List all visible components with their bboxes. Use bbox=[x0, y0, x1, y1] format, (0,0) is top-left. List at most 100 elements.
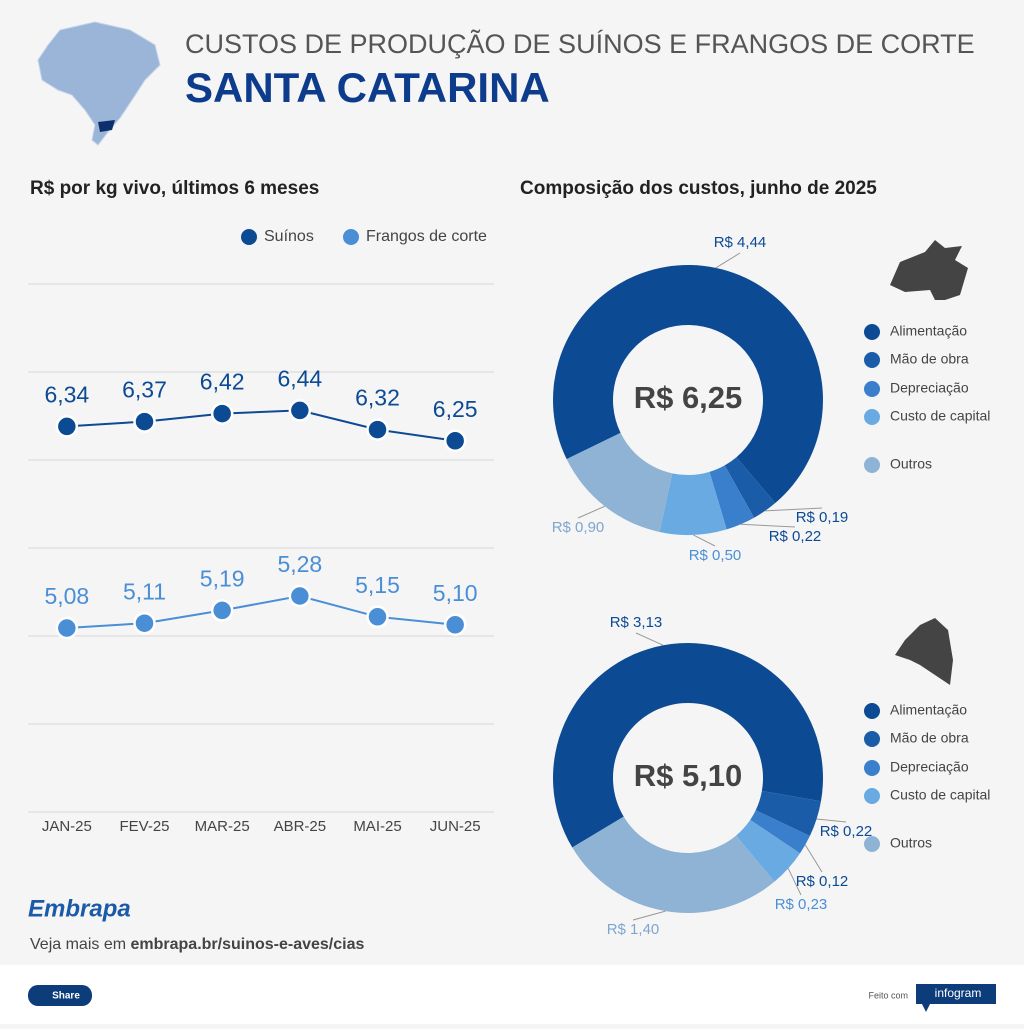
legend-label: Custo de capital bbox=[890, 787, 990, 803]
slice-label: R$ 0,19 bbox=[796, 509, 849, 526]
leader-line bbox=[715, 252, 741, 269]
legend-label: Alimentação bbox=[890, 323, 967, 339]
legend-marker bbox=[864, 352, 880, 368]
donut-slice bbox=[709, 465, 755, 530]
legend-label: Frangos de corte bbox=[366, 228, 487, 245]
legend-marker bbox=[864, 381, 880, 397]
legend-label: Mão de obra bbox=[890, 730, 969, 746]
data-label: 5,19 bbox=[200, 565, 245, 591]
background bbox=[0, 0, 1024, 965]
legend-marker bbox=[864, 457, 880, 473]
data-point bbox=[55, 415, 79, 438]
legend-label: Depreciação bbox=[890, 380, 969, 396]
x-tick-label: JUN-25 bbox=[430, 818, 481, 835]
made-with: Feito com bbox=[868, 990, 908, 1000]
map-state bbox=[98, 120, 115, 132]
brand-badge[interactable] bbox=[916, 984, 996, 1012]
x-tick-label: FEV-25 bbox=[119, 818, 169, 835]
series-line bbox=[66, 409, 456, 442]
x-tick-label: ABR-25 bbox=[274, 818, 327, 835]
center-label: R$ 6,25 bbox=[634, 380, 743, 415]
data-point bbox=[288, 399, 312, 422]
leader-line bbox=[635, 632, 664, 646]
slice-label: R$ 0,90 bbox=[552, 519, 605, 536]
slice-label: R$ 0,50 bbox=[689, 547, 742, 564]
bottom-bar bbox=[0, 965, 1024, 1024]
x-tick-label: MAI-25 bbox=[353, 818, 401, 835]
slice-label: R$ 0,22 bbox=[769, 528, 822, 545]
footer-note: Veja mais em embrapa.br/suinos-e-aves/ci… bbox=[30, 936, 364, 953]
chart-title: Composição dos custos, junho de 2025 bbox=[520, 178, 877, 199]
footer-link[interactable]: embrapa.br/suinos-e-aves/cias bbox=[131, 936, 365, 953]
data-label: 6,42 bbox=[200, 369, 245, 395]
legend-label: Custo de capital bbox=[890, 408, 990, 424]
donut-slice bbox=[553, 264, 824, 504]
data-label: 6,44 bbox=[277, 365, 322, 391]
chart-title: R$ por kg vivo, últimos 6 meses bbox=[30, 178, 319, 199]
slice-label: R$ 1,40 bbox=[607, 921, 660, 938]
data-label: 5,08 bbox=[44, 583, 89, 609]
header-subtitle: SANTA CATARINA bbox=[185, 64, 550, 111]
legend-marker bbox=[864, 731, 880, 747]
leader-line bbox=[740, 523, 796, 528]
map-brazil bbox=[37, 21, 161, 146]
header-title: CUSTOS DE PRODUÇÃO DE SUÍNOS E FRANGOS D… bbox=[185, 28, 975, 59]
data-point bbox=[133, 410, 156, 433]
data-label: 6,25 bbox=[433, 396, 478, 422]
legend-label: Mão de obra bbox=[890, 351, 969, 367]
legend-marker bbox=[864, 703, 880, 719]
legend-marker bbox=[864, 324, 880, 340]
donut-slice bbox=[750, 810, 810, 854]
pig-icon bbox=[890, 240, 968, 300]
data-label: 5,15 bbox=[355, 572, 400, 598]
data-label: 6,34 bbox=[44, 381, 89, 407]
data-point bbox=[443, 613, 467, 637]
legend-marker bbox=[864, 788, 880, 804]
slice-label: R$ 0,12 bbox=[796, 873, 849, 890]
legend-label: Outros bbox=[890, 835, 932, 851]
legend-label: Alimentação bbox=[890, 702, 967, 718]
data-point bbox=[366, 418, 389, 441]
leader-line bbox=[764, 507, 823, 512]
brand[interactable]: infogram bbox=[935, 986, 982, 1000]
data-point bbox=[288, 584, 312, 608]
legend-label: Outros bbox=[890, 456, 932, 472]
share-button[interactable] bbox=[28, 985, 92, 1006]
leader-line bbox=[804, 844, 823, 873]
donut-slice bbox=[724, 457, 776, 518]
legend-marker bbox=[864, 836, 880, 852]
data-point bbox=[55, 616, 79, 640]
donut-slice bbox=[659, 471, 727, 535]
data-point bbox=[443, 429, 467, 453]
donut-slice bbox=[552, 643, 823, 848]
leader-line bbox=[787, 868, 802, 896]
data-label: 5,10 bbox=[433, 580, 478, 606]
donut-slice bbox=[566, 432, 673, 532]
data-label: 6,32 bbox=[355, 385, 400, 411]
leader-line bbox=[693, 534, 716, 547]
logo: Embrapa bbox=[28, 895, 131, 922]
share-label[interactable]: Share bbox=[52, 991, 80, 1002]
chicken-icon bbox=[895, 618, 953, 685]
leader-line bbox=[632, 910, 666, 921]
donut-slice bbox=[736, 819, 800, 882]
slice-label: R$ 3,13 bbox=[610, 614, 663, 631]
x-tick-label: MAR-25 bbox=[195, 818, 250, 835]
data-label: 5,11 bbox=[123, 578, 166, 604]
series-line bbox=[66, 594, 456, 629]
data-point bbox=[210, 599, 234, 622]
slice-label: R$ 4,44 bbox=[714, 234, 767, 251]
slice-label: R$ 0,23 bbox=[775, 896, 828, 913]
donut-slice bbox=[572, 816, 775, 913]
donut-slice bbox=[755, 790, 821, 837]
data-label: 5,28 bbox=[277, 551, 322, 577]
legend-marker bbox=[864, 760, 880, 776]
leader-line bbox=[816, 818, 847, 823]
center-label: R$ 5,10 bbox=[634, 758, 743, 793]
footer-note-text: Veja mais em bbox=[30, 936, 126, 953]
legend-label: Suínos bbox=[264, 228, 314, 245]
data-point bbox=[210, 402, 234, 425]
slice-label: R$ 0,22 bbox=[820, 823, 873, 840]
legend-marker bbox=[864, 409, 880, 425]
